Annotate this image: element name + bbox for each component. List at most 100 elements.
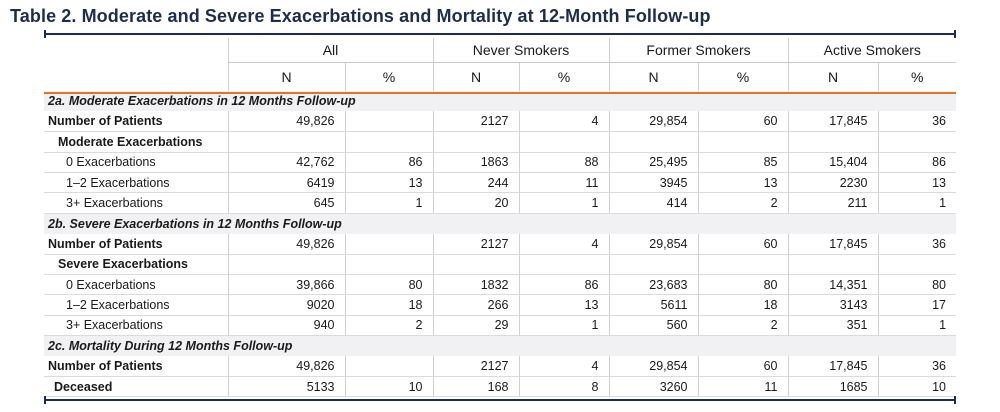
- cell-percent: 10: [877, 376, 957, 398]
- cell-percent: 60: [697, 233, 789, 255]
- section-header-row: 2a. Moderate Exacerbations in 12 Months …: [44, 91, 957, 112]
- cell-percent: 80: [697, 274, 789, 296]
- cell-percent: 4: [518, 356, 609, 377]
- cell-percent: 60: [697, 111, 789, 133]
- cell-n: 2230: [787, 172, 879, 194]
- table-row: 1–2 Exacerbations 9020 18 266 13 5611 18 3143 17: [44, 294, 957, 316]
- cell-percent: [877, 131, 957, 153]
- table-row: Number of Patients 49,826 2127 4 29,854 60 17,…: [44, 356, 957, 377]
- section-header-row: 2c. Mortality During 12 Months Follow-up: [44, 335, 957, 357]
- top-rule: [44, 30, 956, 38]
- row-label: 0 Exacerbations: [44, 274, 228, 296]
- cell-n: 5133: [227, 376, 345, 398]
- cell-percent: 17: [877, 294, 957, 316]
- table-row: 0 Exacerbations 39,866 80 1832 86 23,683 80 14,…: [44, 274, 957, 296]
- row-label: Deceased: [44, 376, 228, 398]
- cell-n: 42,762: [227, 152, 345, 174]
- cell-percent: 86: [518, 274, 609, 296]
- subheader-n: N: [608, 62, 698, 91]
- cell-n: 2127: [432, 233, 519, 255]
- table-title: Table 2. Moderate and Severe Exacerbatio…: [10, 6, 711, 26]
- table-row: Number of Patients 49,826 2127 4 29,854 60 17,…: [44, 111, 957, 133]
- cell-n: 49,826: [227, 111, 345, 133]
- row-label: 1–2 Exacerbations: [44, 172, 228, 194]
- cell-n: 17,845: [787, 111, 879, 133]
- cell-n: [432, 254, 519, 276]
- cell-n: 645: [227, 192, 345, 214]
- cell-percent: [344, 131, 433, 153]
- cell-percent: 13: [518, 294, 609, 316]
- cell-percent: [877, 254, 957, 276]
- cell-n: 2127: [432, 111, 519, 133]
- cell-percent: 1: [877, 192, 957, 214]
- cell-percent: 18: [697, 294, 789, 316]
- table-row: 1–2 Exacerbations 6419 13 244 11 3945 13 2230 13: [44, 172, 957, 194]
- cell-percent: [697, 131, 789, 153]
- cell-percent: 4: [518, 111, 609, 133]
- cell-n: 211: [787, 192, 879, 214]
- cell-n: [787, 131, 879, 153]
- header-corner-sub: [44, 63, 228, 92]
- cell-percent: 1: [518, 315, 609, 337]
- cell-n: [608, 131, 698, 153]
- cell-n: 5611: [608, 294, 698, 316]
- cell-percent: 2: [697, 192, 789, 214]
- section-title: 2c. Mortality During 12 Months Follow-up: [44, 335, 957, 357]
- cell-percent: 60: [697, 356, 789, 377]
- cell-n: 29,854: [608, 356, 698, 377]
- cell-n: 560: [608, 315, 698, 337]
- cell-n: 23,683: [608, 274, 698, 296]
- row-label: 3+ Exacerbations: [44, 192, 228, 214]
- cell-percent: 10: [344, 376, 433, 398]
- bottom-rule: [44, 396, 956, 404]
- cell-percent: [344, 254, 433, 276]
- cell-n: 29: [432, 315, 519, 337]
- cell-percent: [344, 356, 433, 377]
- row-label: 0 Exacerbations: [44, 152, 228, 174]
- subheading-row: Moderate Exacerbations: [44, 131, 957, 153]
- subheader-percent: %: [344, 62, 433, 91]
- table-header: All Never Smokers Former Smokers Active …: [44, 38, 957, 92]
- cell-n: 17,845: [787, 356, 879, 377]
- cell-n: 39,866: [227, 274, 345, 296]
- cell-n: 49,826: [227, 233, 345, 255]
- group-header-all: All: [227, 38, 433, 63]
- section-title: 2b. Severe Exacerbations in 12 Months Fo…: [44, 213, 957, 234]
- group-header-never-smokers: Never Smokers: [432, 38, 609, 63]
- subheader-n: N: [227, 62, 345, 91]
- group-header-active-smokers: Active Smokers: [787, 38, 957, 63]
- cell-n: 244: [432, 172, 519, 194]
- subheading-row: Severe Exacerbations: [44, 254, 957, 276]
- row-label: Severe Exacerbations: [44, 254, 228, 276]
- row-label: 3+ Exacerbations: [44, 315, 228, 337]
- cell-percent: 11: [697, 376, 789, 398]
- cell-percent: 86: [344, 152, 433, 174]
- row-label: Moderate Exacerbations: [44, 131, 228, 153]
- cell-percent: [697, 254, 789, 276]
- cell-n: 17,845: [787, 233, 879, 255]
- cell-percent: 1: [344, 192, 433, 214]
- cell-n: 351: [787, 315, 879, 337]
- rule-cap-left: [44, 396, 46, 404]
- subheader-n: N: [787, 62, 879, 91]
- cell-n: 49,826: [227, 356, 345, 377]
- subheader-percent: %: [877, 62, 957, 91]
- cell-percent: 1: [877, 315, 957, 337]
- row-label: Number of Patients: [44, 233, 228, 255]
- cell-percent: 88: [518, 152, 609, 174]
- cell-n: 6419: [227, 172, 345, 194]
- table-row: Deceased 5133 10 168 8 3260 11 1685 10: [44, 376, 957, 398]
- cell-percent: [344, 111, 433, 133]
- cell-n: 266: [432, 294, 519, 316]
- cell-percent: 36: [877, 233, 957, 255]
- rule-cap-left: [44, 30, 46, 38]
- rule-cap-right: [954, 396, 956, 404]
- cell-n: 414: [608, 192, 698, 214]
- cell-n: 25,495: [608, 152, 698, 174]
- cell-percent: 13: [697, 172, 789, 194]
- section-title: 2a. Moderate Exacerbations in 12 Months …: [44, 91, 957, 112]
- cell-percent: 2: [697, 315, 789, 337]
- subheader-n: N: [432, 62, 519, 91]
- cell-n: 20: [432, 192, 519, 214]
- table-row: Number of Patients 49,826 2127 4 29,854 60 17,…: [44, 233, 957, 255]
